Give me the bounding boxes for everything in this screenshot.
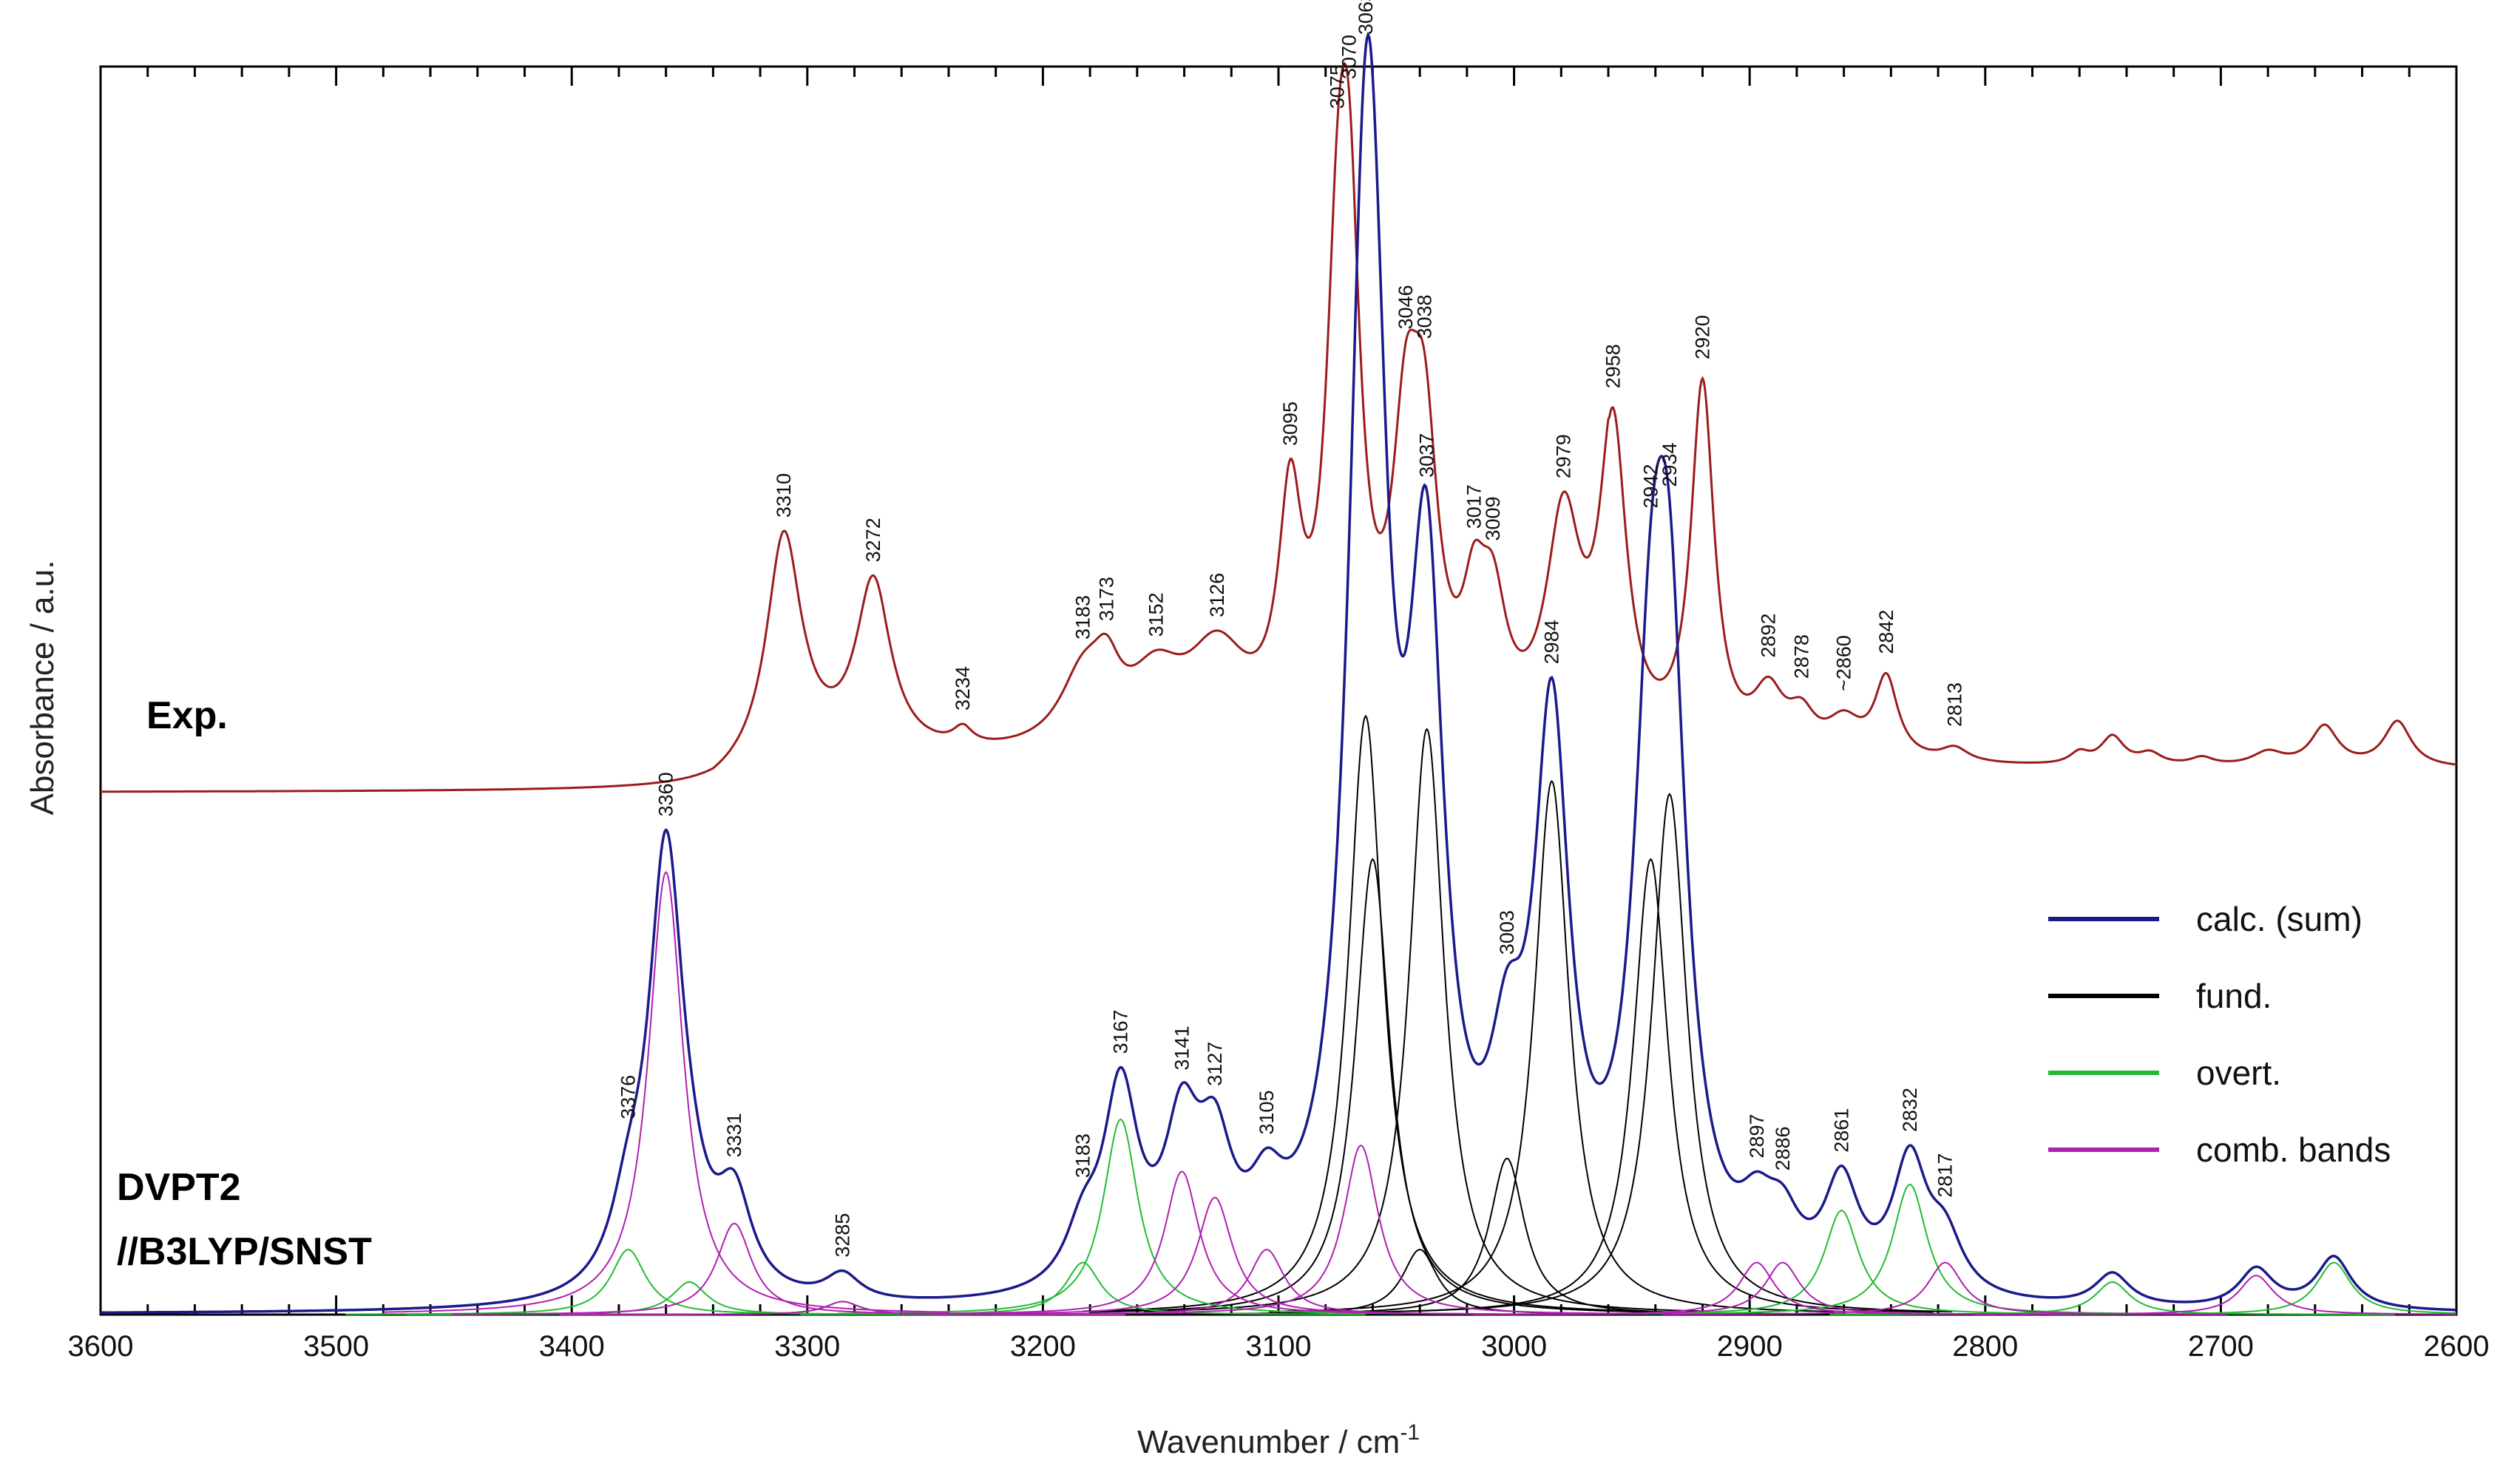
combination-band-line	[1078, 1145, 1644, 1315]
experimental-peak-label: 2958	[1602, 344, 1624, 388]
calculated-peak-label: 2934	[1659, 443, 1681, 487]
experimental-peak-label: 2920	[1691, 315, 1713, 359]
curves	[101, 31, 2457, 1315]
overtone-band-line	[2051, 1261, 2457, 1315]
computed-label-line1: DVPT2	[117, 1166, 241, 1209]
experimental-peak-label: 3075	[1327, 64, 1349, 109]
experimental-peak-label: 3070	[1338, 35, 1361, 79]
x-tick-labels: 3600 3500 3400 3300 3200 3100 3000 2900 2800 2700…	[68, 1330, 2490, 1363]
x-tick-label: 3100	[1246, 1330, 1312, 1363]
axis-ticks	[99, 67, 2458, 1315]
experimental-peak-label: 3234	[952, 666, 974, 711]
x-tick-label: 3600	[68, 1330, 134, 1363]
overtone-band-line	[800, 1261, 1366, 1315]
overtone-band-line	[1627, 1183, 2193, 1315]
experimental-label: Exp.	[146, 694, 228, 737]
calculated-peak-label: 3141	[1171, 1026, 1193, 1071]
fundamental-band-line	[1090, 858, 1656, 1313]
combination-band-line	[451, 1222, 1017, 1315]
calculated-peak-label: 3105	[1256, 1091, 1278, 1135]
experimental-peak-label: 3017	[1463, 484, 1485, 529]
calculated-peak-label: 2817	[1934, 1153, 1957, 1198]
experimental-peak-label: ~2860	[1833, 635, 1855, 691]
overtone-band-line	[1559, 1210, 2124, 1315]
calculated-peak-label: 2886	[1772, 1126, 1794, 1170]
experimental-peak-label: 3009	[1482, 496, 1504, 540]
legend-label: comb. bands	[2196, 1130, 2391, 1169]
fundamental-band-line	[1269, 779, 1835, 1312]
calculated-peak-label: 3063	[1355, 0, 1377, 35]
experimental-peak-label: 2842	[1875, 610, 1897, 654]
legend-label: overt.	[2196, 1054, 2281, 1092]
y-axis-title: Absorbance / a.u.	[24, 560, 61, 816]
x-tick-label: 3300	[774, 1330, 840, 1363]
calculated-peak-label: 3183	[1072, 1133, 1094, 1178]
experimental-peak-label: 2979	[1553, 434, 1575, 478]
fundamental-band-line	[1386, 793, 1953, 1313]
x-tick-label: 2800	[1952, 1330, 2018, 1363]
combination-band-line	[1973, 1275, 2456, 1315]
calculated-peak-label: 2984	[1541, 620, 1563, 664]
calculated-peak-label: 3003	[1496, 910, 1518, 955]
calculated-peak-label: 2832	[1899, 1088, 1921, 1132]
calculated-peak-label: 3331	[723, 1113, 745, 1157]
combination-band-line	[1500, 1261, 2066, 1315]
x-tick-label: 3400	[539, 1330, 605, 1363]
calculated-peak-label: 2942	[1639, 464, 1662, 509]
experimental-peak-label: 3152	[1145, 592, 1167, 637]
calculated-peak-label: 3285	[832, 1213, 854, 1258]
plot-frame	[99, 65, 2458, 1316]
experimental-spectrum-line	[101, 61, 2457, 793]
computed-label-line2: //B3LYP/SNST	[117, 1230, 372, 1273]
x-tick-label: 3200	[1010, 1330, 1076, 1363]
legend-label: fund.	[2196, 977, 2272, 1015]
x-tick-label: 2600	[2424, 1330, 2490, 1363]
combination-band-line	[383, 871, 949, 1313]
experimental-peak-label: 3126	[1206, 573, 1228, 617]
legend: calc. (sum) fund. overt. comb. bands	[2048, 900, 2391, 1169]
fundamental-band-line	[1083, 714, 1649, 1312]
legend-label: calc. (sum)	[2196, 900, 2362, 938]
experimental-peak-label: 2892	[1758, 614, 1780, 658]
x-tick-label: 2900	[1717, 1330, 1783, 1363]
experimental-peak-label: 3046	[1395, 285, 1417, 329]
experimental-peak-label: 3183	[1072, 595, 1094, 640]
fundamental-band-line	[1144, 728, 1710, 1312]
calculated-peak-label: 3167	[1110, 1009, 1132, 1054]
calculated-peak-label: 2861	[1830, 1108, 1852, 1153]
calculated-peak-label: 3127	[1204, 1042, 1226, 1086]
experimental-peak-label: 3310	[773, 473, 795, 518]
calculated-sum-line	[101, 31, 2456, 1315]
x-axis-title: Wavenumber / cm-1	[1137, 1420, 1420, 1460]
calculated-peak-label: 3360	[655, 772, 677, 816]
x-tick-label: 3500	[303, 1330, 369, 1363]
experimental-peak-label: 3095	[1279, 401, 1301, 446]
experimental-peak-label: 2813	[1943, 682, 1965, 727]
experimental-peak-label: 3272	[862, 518, 884, 562]
calculated-peak-label: 2897	[1746, 1113, 1768, 1158]
x-tick-label: 2700	[2188, 1330, 2254, 1363]
experimental-peak-label: 3173	[1095, 577, 1117, 621]
calculated-peak-label: 3037	[1416, 433, 1438, 478]
experimental-peak-label: 2878	[1790, 634, 1812, 679]
experimental-peak-label: 3038	[1414, 294, 1436, 339]
calculated-peak-label: 3376	[617, 1075, 640, 1119]
x-tick-label: 3000	[1481, 1330, 1547, 1363]
